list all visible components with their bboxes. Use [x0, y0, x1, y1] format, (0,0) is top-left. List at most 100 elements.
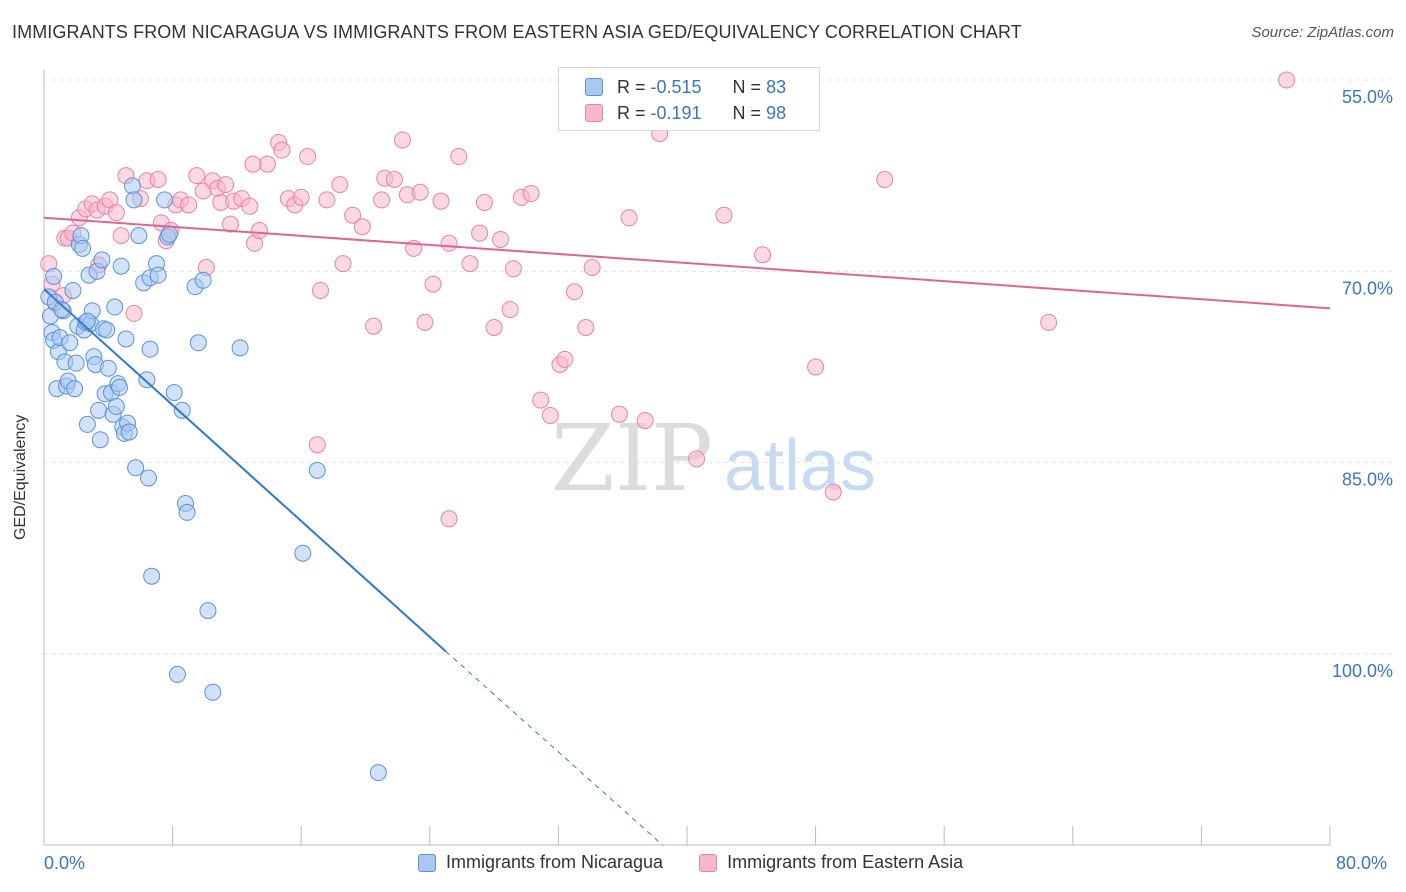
nicaragua-point: [130, 227, 148, 245]
eastern-asia-point: [501, 301, 519, 319]
legend-n-label: N =: [732, 102, 762, 123]
nicaragua-point: [178, 503, 196, 521]
nicaragua-point: [294, 544, 312, 562]
nicaragua-point: [123, 177, 141, 195]
nicaragua-point: [127, 459, 145, 477]
axes: [43, 70, 1331, 846]
nicaragua-point: [107, 398, 125, 416]
watermark-atlas: atlas: [724, 426, 876, 506]
eastern-asia-point: [565, 283, 583, 301]
eastern-asia-point: [292, 188, 310, 206]
nicaragua-point: [160, 225, 178, 243]
y-axis-label: GED/Equivalency: [12, 414, 29, 540]
eastern-asia-point: [299, 148, 317, 166]
nicaragua-point: [64, 281, 82, 299]
eastern-asia-point: [577, 318, 595, 336]
nicaragua-point: [78, 415, 96, 433]
eastern-asia-point: [876, 170, 894, 188]
watermark: ZIP atlas: [551, 405, 876, 512]
eastern-asia-point: [258, 155, 276, 173]
eastern-asia-point: [221, 215, 239, 233]
x-min-label: 0.0%: [44, 853, 86, 873]
eastern-asia-point: [461, 255, 479, 273]
trend-lines: [43, 216, 1331, 846]
nicaragua-point: [111, 378, 129, 396]
eastern-asia-point: [583, 259, 601, 277]
legend-row-nicaragua: R = -0.515 N = 83: [585, 75, 786, 99]
nicaragua-point: [125, 191, 143, 209]
nicaragua-point: [98, 321, 116, 339]
nicaragua-point: [165, 384, 183, 402]
eastern-asia-point: [807, 358, 825, 376]
eastern-asia-point: [504, 260, 522, 278]
legend-r-label: R =: [617, 102, 646, 123]
nicaragua-point: [369, 764, 387, 782]
nicaragua-point: [168, 665, 186, 683]
eastern-asia-point: [432, 192, 450, 210]
eastern-asia-point: [411, 183, 429, 201]
y-tick-label: 85.0%: [1342, 470, 1393, 490]
eastern-asia-point: [610, 405, 628, 423]
nicaragua-point: [231, 339, 249, 357]
bottom-legend-item-eastern-asia: Immigrants from Eastern Asia: [699, 852, 963, 873]
nicaragua-point: [106, 298, 124, 316]
nicaragua-point: [149, 266, 167, 284]
eastern-asia-point: [475, 193, 493, 211]
nicaragua-trend-extension: [445, 651, 664, 846]
eastern-asia-point: [125, 304, 143, 322]
nicaragua-point: [141, 340, 159, 358]
eastern-asia-point: [365, 317, 383, 335]
eastern-asia-point: [244, 155, 262, 173]
nicaragua-point: [93, 251, 111, 269]
nicaragua-point: [53, 301, 71, 319]
eastern-asia-point: [556, 350, 574, 368]
bottom-legend-swatch-pink: [699, 853, 718, 872]
eastern-asia-point: [424, 275, 442, 293]
x-max-label: 80.0%: [1336, 853, 1388, 873]
nicaragua-point: [117, 330, 135, 348]
eastern-asia-point: [471, 224, 489, 242]
eastern-asia-point: [522, 185, 540, 203]
eastern-asia-point: [485, 318, 503, 336]
nicaragua-point: [138, 371, 156, 389]
y-tick-labels: 100.0% 85.0% 70.0% 55.0%: [1332, 87, 1393, 681]
eastern-asia-point: [416, 313, 434, 331]
eastern-asia-point: [107, 204, 125, 222]
eastern-asia-trend-line: [43, 216, 1331, 310]
eastern-asia-point: [331, 176, 349, 194]
eastern-asia-point: [688, 450, 706, 468]
bottom-legend-item-nicaragua: Immigrants from Nicaragua: [418, 852, 663, 873]
bottom-legend-label: Immigrants from Nicaragua: [446, 852, 664, 872]
eastern-asia-point: [385, 170, 403, 188]
eastern-asia-point: [250, 222, 268, 240]
watermark-zip: ZIP: [551, 405, 713, 512]
eastern-asia-point: [241, 197, 259, 215]
nicaragua-point: [156, 191, 174, 209]
eastern-asia-point: [541, 406, 559, 424]
nicaragua-point: [61, 334, 79, 352]
legend-n-value: 98: [766, 102, 787, 123]
legend: R = -0.515 N = 83 R = -0.191 N = 98: [558, 67, 820, 131]
legend-swatch-blue: [585, 78, 603, 96]
legend-r-value: -0.515: [650, 76, 702, 97]
legend-swatch-pink: [585, 104, 603, 122]
nicaragua-point: [112, 257, 130, 275]
legend-n-label: N =: [732, 76, 762, 97]
eastern-asia-point: [492, 230, 510, 248]
eastern-asia-point: [180, 196, 198, 214]
nicaragua-point: [173, 401, 191, 419]
eastern-asia-point: [636, 412, 654, 430]
eastern-asia-points: [40, 71, 1296, 528]
chart-source: Source: ZipAtlas.com: [1251, 24, 1394, 41]
y-tick-label: 100.0%: [1332, 661, 1393, 681]
bottom-legend: Immigrants from Nicaragua Immigrants fro…: [418, 852, 999, 873]
bottom-legend-label: Immigrants from Eastern Asia: [727, 852, 964, 872]
eastern-asia-point: [149, 170, 167, 188]
eastern-asia-point: [1040, 313, 1058, 331]
eastern-asia-point: [450, 148, 468, 166]
nicaragua-point: [74, 239, 92, 257]
eastern-asia-point: [334, 255, 352, 273]
nicaragua-point: [204, 683, 222, 701]
nicaragua-point: [67, 354, 85, 372]
eastern-asia-point: [1278, 71, 1296, 89]
